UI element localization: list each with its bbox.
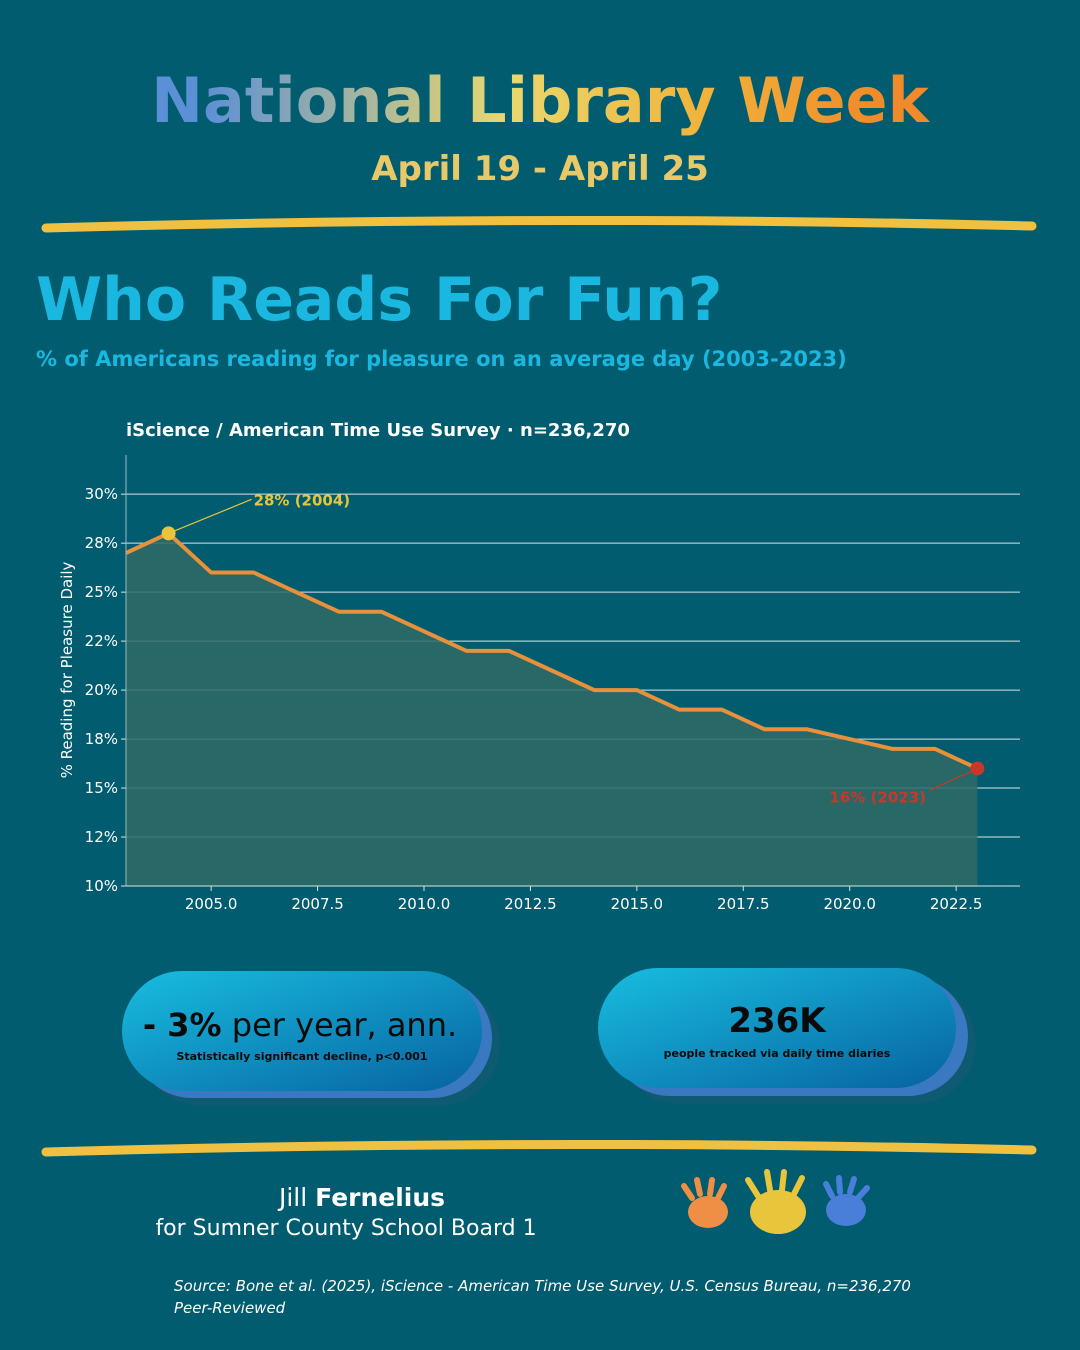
chart-title: iScience / American Time Use Survey · n=… — [126, 420, 630, 441]
y-tick-label: 22% — [85, 632, 118, 650]
section-subtitle: % of Americans reading for pleasure on a… — [36, 347, 847, 371]
highlight-point — [161, 526, 176, 541]
stat-note: Statistically significant decline, p<0.0… — [176, 1050, 427, 1063]
candidate-name: Jill Fernelius — [277, 1183, 445, 1212]
x-tick-label: 2015.0 — [611, 895, 664, 913]
stat-value: 236K — [728, 1001, 827, 1041]
hand — [688, 1196, 728, 1228]
source: Source: Bone et al. (2025), iScience - A… — [174, 1277, 911, 1295]
hand — [826, 1194, 866, 1226]
fingers — [681, 1177, 727, 1201]
annotation-arrow — [929, 767, 978, 791]
last-name: Fernelius — [315, 1183, 445, 1212]
stat-text: - 3% per year, ann. — [143, 1006, 457, 1044]
stat-note: people tracked via daily time diaries — [664, 1047, 891, 1060]
fingers — [745, 1169, 805, 1199]
y-axis-label: % Reading for Pleasure Daily — [58, 561, 76, 778]
x-tick-label: 2020.0 — [823, 895, 876, 913]
card — [122, 971, 482, 1091]
x-tick-label: 2005.0 — [185, 895, 238, 913]
annotation: 16% (2023) — [829, 788, 926, 806]
divider — [41, 215, 1037, 233]
first-name: Jill — [277, 1183, 307, 1212]
highlight-point — [970, 761, 985, 776]
line — [125, 531, 979, 771]
y-tick-label: 25% — [85, 583, 118, 601]
divider — [41, 1139, 1037, 1157]
stat-card: - 3% per year, ann. Statistically signif… — [122, 971, 500, 1106]
source-note: Peer-Reviewed — [174, 1299, 286, 1317]
y-tick-label: 20% — [85, 681, 118, 699]
candidate-role: for Sumner County School Board 1 — [155, 1216, 536, 1241]
area-fill — [126, 533, 978, 886]
x-tick-label: 2022.5 — [930, 895, 983, 913]
hands-logo — [681, 1169, 870, 1234]
page-dates: April 19 - April 25 — [371, 149, 709, 189]
y-tick-label: 10% — [85, 877, 118, 895]
y-tick-label: 28% — [85, 534, 118, 552]
stat-card: 236K people tracked via daily time diari… — [598, 968, 976, 1104]
page-title: National Library Week — [151, 64, 930, 137]
y-tick-label: 15% — [85, 779, 118, 797]
section-title: Who Reads For Fun? — [36, 265, 722, 335]
fingers — [823, 1175, 870, 1201]
hand — [750, 1190, 806, 1234]
x-tick-label: 2012.5 — [504, 895, 557, 913]
chart: iScience / American Time Use Survey · n=… — [58, 420, 1020, 913]
x-tick-label: 2010.0 — [398, 895, 451, 913]
y-tick-label: 12% — [85, 828, 118, 846]
annotation: 28% (2004) — [254, 491, 351, 509]
x-tick-label: 2017.5 — [717, 895, 770, 913]
x-tick-label: 2007.5 — [291, 895, 344, 913]
y-tick-label: 30% — [85, 485, 118, 503]
stat-value: - 3% — [143, 1006, 222, 1044]
annotation-arrow — [168, 498, 252, 534]
stat-unit: per year, ann. — [222, 1006, 458, 1044]
y-tick-label: 18% — [85, 730, 118, 748]
card — [598, 968, 956, 1088]
